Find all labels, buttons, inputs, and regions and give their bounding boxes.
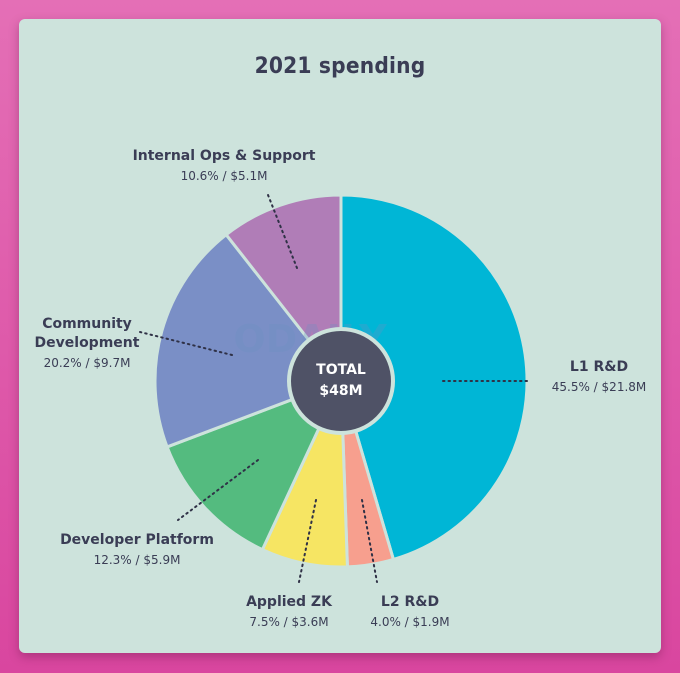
slice-value-label: 4.0% / $1.9M xyxy=(370,615,449,629)
slice-value-label: 45.5% / $21.8M xyxy=(552,380,647,394)
leader-line xyxy=(267,194,298,269)
slice-value-label: 10.6% / $5.1M xyxy=(181,169,268,183)
total-label: TOTAL xyxy=(316,362,366,378)
slice-labels: L1 R&D 45.5% / $21.8M L2 R&D 4.0% / $1.9M Ap… xyxy=(35,148,647,629)
leader-lines xyxy=(139,194,529,583)
slice-name-label: Developer Platform xyxy=(60,532,214,548)
pie-slice-l1-r-d xyxy=(339,193,529,562)
leader-line xyxy=(177,459,259,521)
leader-line xyxy=(139,331,233,356)
center-total-badge xyxy=(287,327,395,435)
slice-name-label: Community xyxy=(42,316,132,332)
total-value: $48M xyxy=(319,383,362,399)
slice-value-label: 12.3% / $5.9M xyxy=(94,553,181,567)
pie-slice-internal-ops-support xyxy=(224,193,343,386)
slice-name-label: Applied ZK xyxy=(246,594,333,610)
slice-value-label: 20.2% / $9.7M xyxy=(44,356,131,370)
slice-value-label: 7.5% / $3.6M xyxy=(249,615,328,629)
slice-name-label: Internal Ops & Support xyxy=(133,148,316,164)
slice-name-label: L1 R&D xyxy=(570,359,628,375)
pie-slice-developer-platform xyxy=(165,378,344,552)
slice-name-label: L2 R&D xyxy=(381,594,439,610)
chart-title: 2021 spending xyxy=(254,54,426,79)
slice-name-label: Development xyxy=(35,335,140,351)
